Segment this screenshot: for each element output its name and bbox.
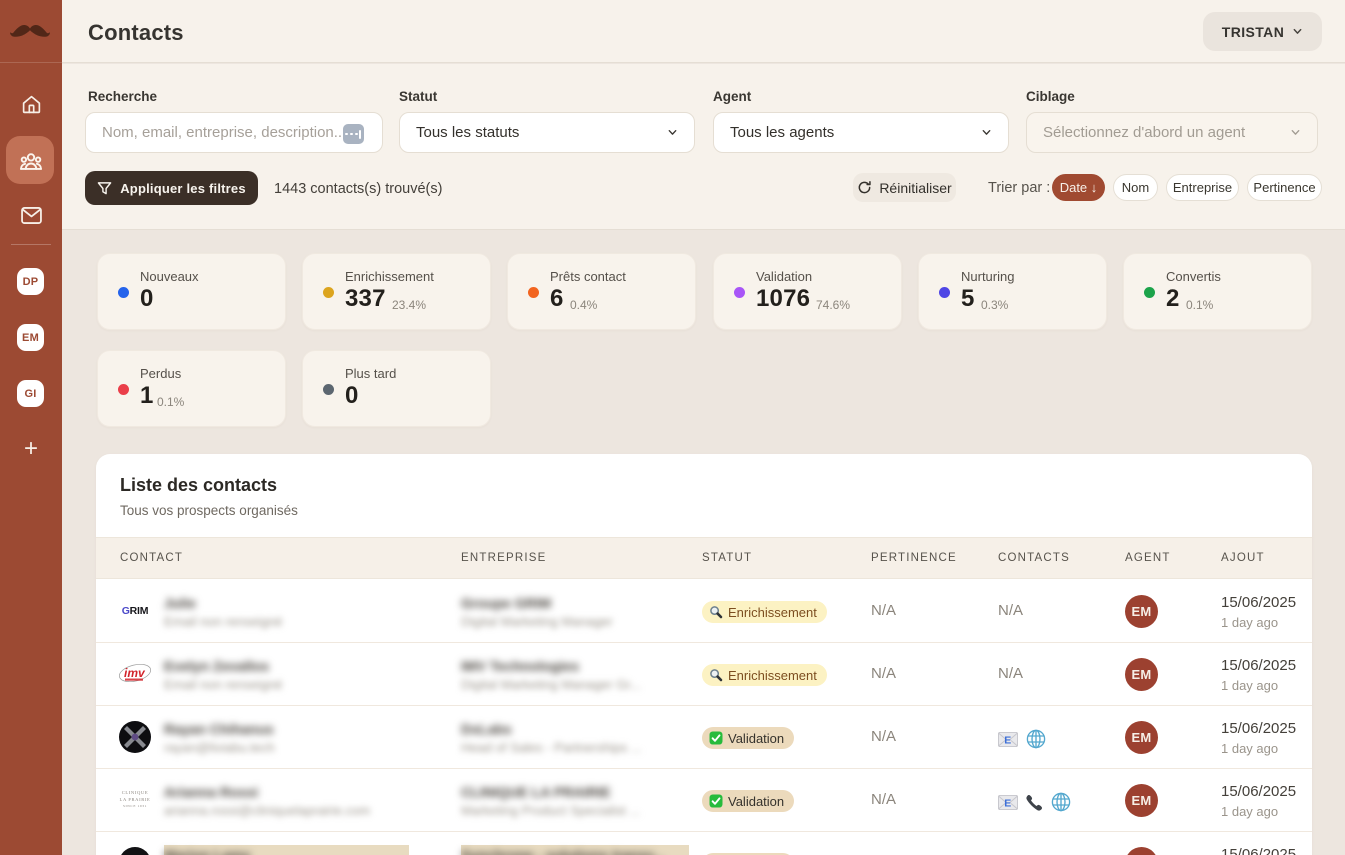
svg-text:E: E (1004, 734, 1011, 746)
svg-text:E: E (1004, 797, 1011, 809)
svg-text:imv: imv (124, 666, 146, 680)
